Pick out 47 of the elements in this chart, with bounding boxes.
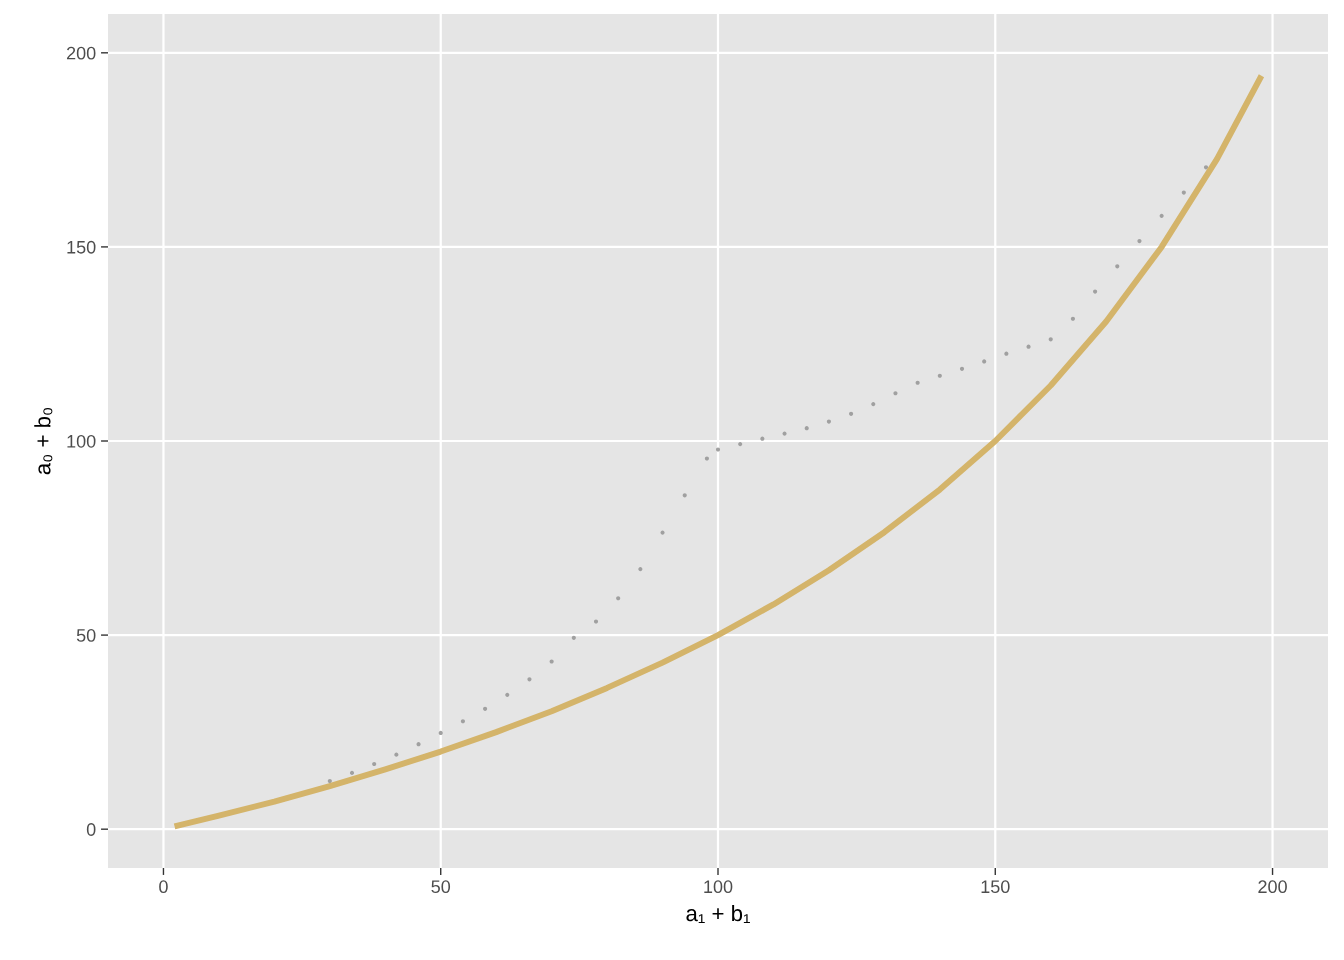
- x-tick-label: 50: [431, 880, 451, 894]
- y-tick-label: 0: [86, 823, 96, 836]
- x-tick-label: 100: [704, 880, 733, 894]
- x-tick-label: 200: [1258, 880, 1287, 894]
- x-axis-title: a₁ + b₁: [686, 904, 750, 923]
- point: [826, 419, 831, 424]
- point: [1004, 351, 1009, 356]
- point: [1048, 337, 1053, 342]
- point: [1203, 165, 1209, 170]
- point: [849, 411, 854, 416]
- point: [982, 359, 987, 364]
- point: [682, 493, 687, 498]
- y-tick-label: 100: [67, 434, 96, 448]
- point: [715, 447, 721, 452]
- point: [1115, 264, 1120, 269]
- y-axis-title: a₀ + b₀: [34, 407, 53, 475]
- point: [1070, 316, 1075, 321]
- point: [616, 596, 621, 601]
- y-tick-label: 150: [67, 240, 96, 254]
- point: [704, 456, 709, 461]
- point: [738, 442, 743, 447]
- point: [638, 567, 643, 572]
- point: [871, 402, 876, 407]
- point: [483, 706, 488, 711]
- x-tick-label: 150: [981, 880, 1010, 894]
- y-tick-label: 50: [76, 629, 96, 642]
- point: [327, 778, 332, 784]
- point: [937, 373, 942, 378]
- point: [915, 380, 920, 385]
- point: [804, 426, 809, 431]
- point: [1181, 190, 1186, 195]
- point: [505, 692, 510, 697]
- point: [1137, 239, 1142, 244]
- y-tick-label: 200: [66, 46, 96, 60]
- point: [893, 391, 898, 396]
- point: [959, 366, 965, 371]
- point: [1093, 289, 1098, 294]
- point: [372, 761, 377, 767]
- point: [571, 635, 576, 640]
- x-tick-label: 0: [159, 880, 168, 894]
- point: [394, 752, 399, 757]
- point: [349, 770, 355, 775]
- point: [760, 436, 765, 441]
- point: [1159, 213, 1164, 218]
- point: [460, 719, 465, 724]
- point: [416, 742, 421, 747]
- point: [438, 730, 443, 735]
